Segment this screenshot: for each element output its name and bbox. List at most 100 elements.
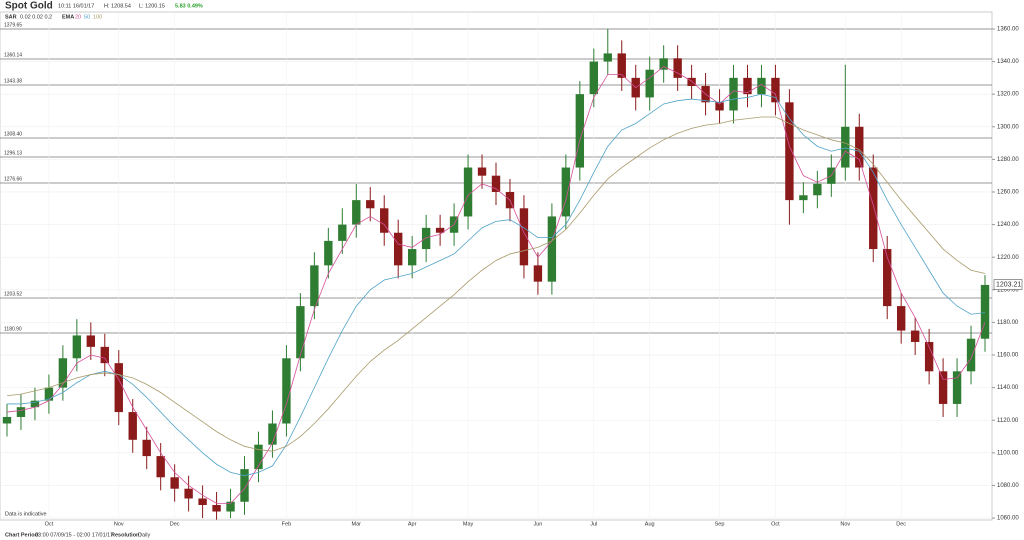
candle-body — [924, 341, 934, 372]
candle-body — [324, 240, 333, 266]
period-label: Chart Period: — [5, 532, 40, 538]
y-tick-label: 1340.00 — [997, 59, 1019, 65]
x-tick-label: Apr — [408, 521, 417, 527]
level-label: 1308.40 — [4, 131, 22, 137]
candle-body — [226, 501, 235, 512]
candle-body — [184, 488, 193, 499]
candle-body — [268, 423, 277, 445]
candle-body — [491, 175, 501, 192]
y-tick-label: 1280.00 — [997, 157, 1019, 163]
candle-body — [659, 58, 668, 70]
x-tick-label: Sep — [715, 521, 725, 527]
legend-entry: 50 — [84, 14, 90, 20]
level-label: 1379.65 — [4, 22, 22, 28]
candle-body — [435, 227, 445, 233]
y-tick-label: 1120.00 — [997, 418, 1019, 424]
y-tick-label: 1300.00 — [997, 124, 1019, 130]
candle-body — [603, 53, 612, 62]
candle-body — [380, 208, 389, 233]
level-label: 1276.66 — [4, 176, 22, 182]
change: 5.83 0.49% — [175, 3, 203, 9]
candle-body — [799, 195, 808, 201]
candle-body — [589, 61, 598, 95]
candle-body — [813, 183, 822, 196]
y-tick-label: 1140.00 — [997, 385, 1019, 391]
candle-body — [980, 284, 990, 339]
candle-body — [407, 249, 417, 266]
candle-body — [841, 126, 850, 168]
candle-body — [966, 338, 976, 372]
candle-body — [771, 77, 780, 103]
candle-body — [338, 224, 347, 241]
high: H: 1208.54 — [104, 3, 131, 9]
ema-line — [6, 65, 986, 504]
symbol: Spot Gold — [5, 1, 53, 12]
x-tick-label: Feb — [282, 521, 291, 527]
candle-body — [114, 363, 123, 413]
candle-body — [715, 102, 724, 111]
x-tick-label: May — [463, 521, 474, 527]
candle-body — [855, 126, 864, 168]
candle-body — [282, 358, 291, 424]
y-tick-label: 1160.00 — [997, 353, 1019, 359]
candle-body — [254, 444, 263, 470]
level-label: 1203.52 — [4, 291, 22, 297]
candle-body — [170, 477, 179, 489]
x-tick-label: Dec — [170, 521, 180, 527]
legend-entry: 20 — [75, 14, 81, 20]
last-price-label: 1203.21 — [996, 281, 1021, 288]
x-tick-label: Jul — [590, 521, 597, 527]
y-tick-label: 1100.00 — [997, 450, 1019, 456]
y-tick-label: 1320.00 — [997, 92, 1019, 98]
x-tick-label: Jun — [533, 521, 542, 527]
level-label: 1296.13 — [4, 150, 22, 156]
candle-body — [477, 167, 487, 176]
level-label: 1180.90 — [4, 326, 22, 332]
candle-body — [198, 498, 207, 506]
x-tick-label: Nov — [114, 521, 124, 527]
candle-body — [72, 335, 82, 359]
candle-body — [86, 335, 96, 347]
candle-body — [938, 371, 948, 404]
candle-body — [421, 227, 431, 250]
candle-body — [352, 200, 361, 225]
candle-body — [883, 249, 892, 307]
candle-body — [16, 407, 26, 417]
candle-body — [240, 469, 249, 502]
y-tick-label: 1080.00 — [997, 483, 1019, 489]
low: L: 1200.15 — [139, 3, 165, 9]
y-tick-label: 1180.00 — [997, 320, 1019, 326]
level-label: 1360.14 — [4, 52, 22, 58]
candle-body — [869, 167, 878, 250]
candle-body — [547, 216, 557, 282]
candle-body — [673, 58, 682, 78]
candle-body — [394, 232, 403, 266]
candle-body — [645, 69, 654, 98]
time: 10:11 16/01/17 — [58, 3, 94, 9]
ema-label: EMA — [62, 14, 74, 20]
candle-body — [533, 265, 543, 282]
candle-body — [952, 371, 962, 404]
x-tick-label: Oct — [771, 521, 780, 527]
period: 03:00 07/09/15 - 02:00 17/01/17 — [35, 532, 113, 538]
y-tick-label: 1060.00 — [997, 516, 1019, 522]
y-tick-label: 1220.00 — [997, 255, 1019, 261]
candle-body — [100, 346, 109, 364]
candle-body — [729, 77, 738, 111]
resolution-label: Resolution: — [111, 532, 141, 538]
candle-body — [896, 306, 906, 331]
sar-params: 0.02 0.02 0.2 — [20, 14, 52, 20]
candle-body — [142, 439, 151, 457]
candle-body — [44, 387, 54, 401]
sar-label: SAR — [5, 14, 17, 20]
candle-body — [757, 77, 766, 95]
candle-body — [463, 167, 473, 217]
candle-body — [310, 265, 319, 307]
candle-body — [58, 358, 68, 388]
candle-body — [617, 53, 626, 78]
candle-body — [687, 77, 696, 87]
x-tick-label: Dec — [896, 521, 906, 527]
ema-line — [6, 93, 986, 477]
x-tick-label: Mar — [352, 521, 362, 527]
